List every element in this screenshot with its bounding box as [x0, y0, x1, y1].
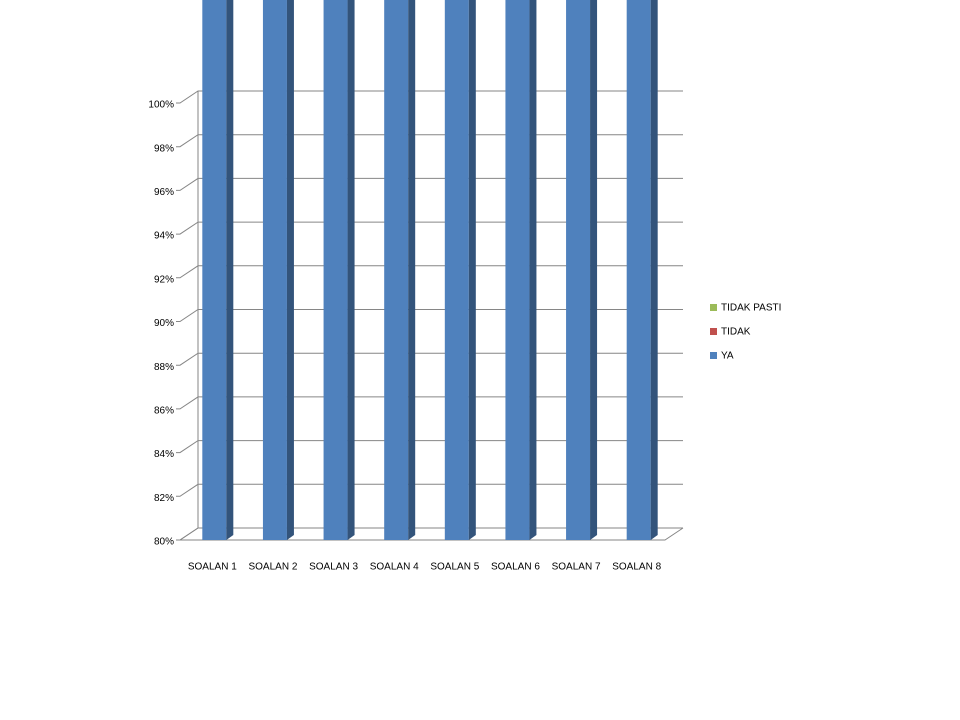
- legend-swatch: [710, 328, 717, 335]
- x-tick-label: SOALAN 2: [248, 562, 297, 573]
- bar: [202, 0, 227, 540]
- x-tick-label: SOALAN 6: [491, 562, 540, 573]
- grid-line: [176, 221, 683, 235]
- y-tick-label: 94%: [154, 231, 174, 242]
- y-tick-label: 92%: [154, 274, 174, 285]
- bar-side: [226, 0, 234, 540]
- bar-side: [408, 0, 416, 540]
- bar: [626, 0, 651, 540]
- bar: [323, 0, 348, 540]
- grid-line: [176, 440, 683, 454]
- legend-swatch: [710, 304, 717, 311]
- bar: [505, 0, 530, 540]
- y-tick-label: 88%: [154, 362, 174, 373]
- bar: [444, 0, 469, 540]
- legend-swatch: [710, 352, 717, 359]
- bar-side: [590, 0, 598, 540]
- x-tick-label: SOALAN 5: [430, 562, 479, 573]
- y-tick-label: 82%: [154, 493, 174, 504]
- y-tick-label: 98%: [154, 143, 174, 154]
- grid-line: [176, 396, 683, 410]
- y-tick-label: 84%: [154, 449, 174, 460]
- bar-side: [347, 0, 355, 540]
- axis-wall: [179, 91, 684, 541]
- bar: [566, 0, 591, 540]
- y-tick-label: 96%: [154, 187, 174, 198]
- bar-side: [529, 0, 537, 540]
- x-tick-label: SOALAN 7: [552, 562, 601, 573]
- grid-line: [176, 177, 683, 191]
- bar-side: [468, 0, 476, 540]
- grid-line: [176, 134, 683, 148]
- x-tick-label: SOALAN 8: [612, 562, 661, 573]
- legend-label: TIDAK: [721, 327, 751, 338]
- x-tick-label: SOALAN 3: [309, 562, 358, 573]
- grid-line: [176, 483, 683, 497]
- bar-side: [286, 0, 294, 540]
- grid-line: [176, 265, 683, 279]
- grid-line: [176, 90, 683, 104]
- y-tick-label: 86%: [154, 406, 174, 417]
- y-tick-label: 90%: [154, 318, 174, 329]
- bar: [384, 0, 409, 540]
- x-tick-label: SOALAN 1: [188, 562, 237, 573]
- legend-label: TIDAK PASTI: [721, 303, 781, 314]
- x-tick-label: SOALAN 4: [370, 562, 419, 573]
- grid-line: [176, 352, 683, 366]
- y-tick-label: 80%: [154, 537, 174, 548]
- grid-line: [176, 527, 683, 541]
- bar-side: [650, 0, 658, 540]
- bar: [262, 0, 287, 540]
- legend-label: YA: [721, 351, 734, 362]
- y-tick-label: 100%: [148, 100, 174, 111]
- grid-line: [176, 309, 683, 322]
